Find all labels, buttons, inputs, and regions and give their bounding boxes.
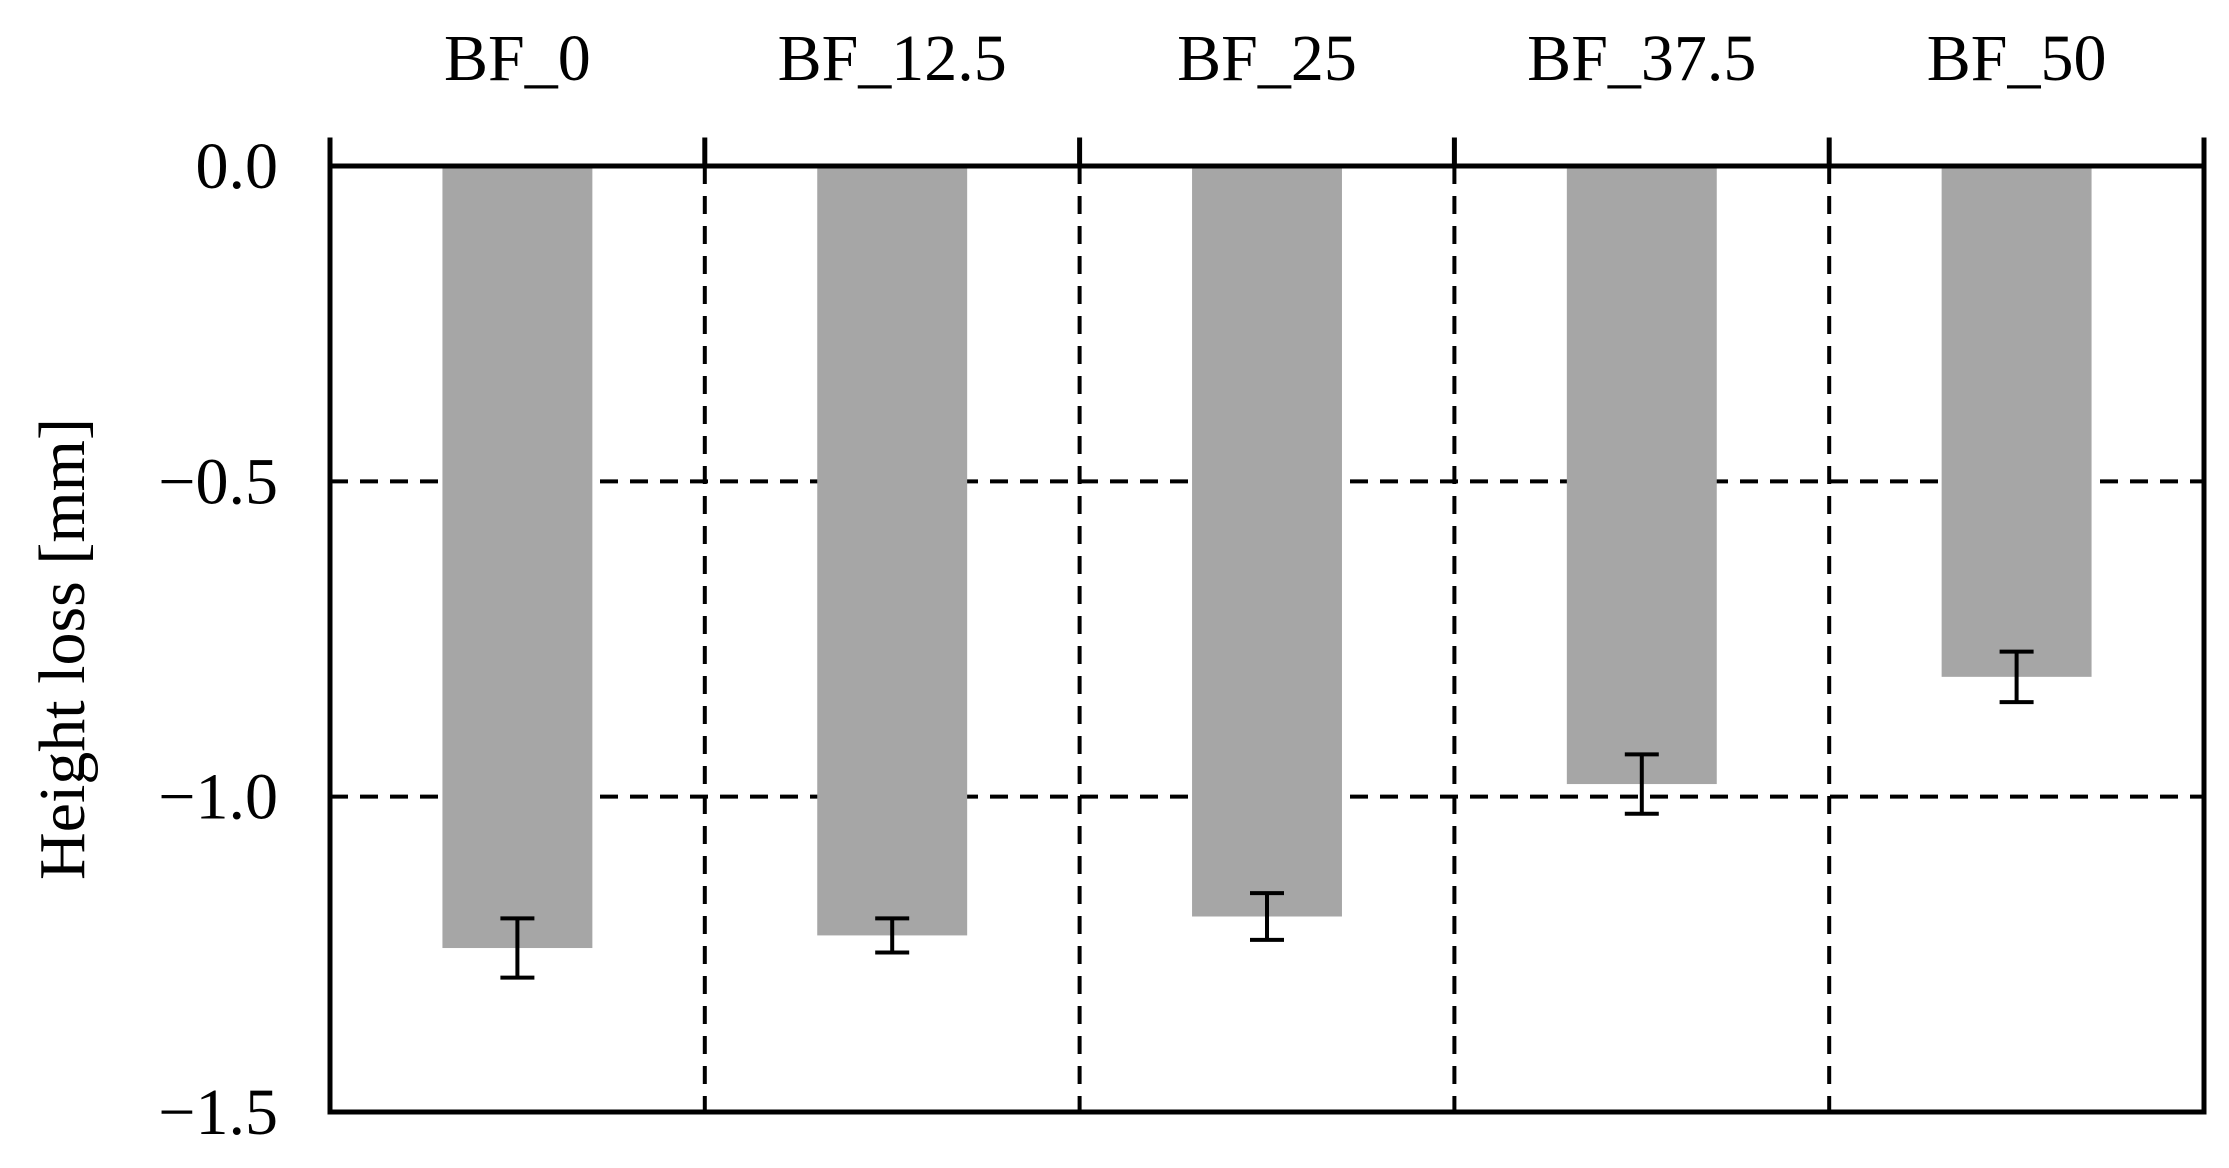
bar — [1941, 166, 2092, 677]
bar — [442, 166, 593, 949]
category-label: BF_25 — [1177, 22, 1357, 95]
bar — [817, 166, 968, 936]
category-label: BF_50 — [1927, 22, 2107, 95]
category-label: BF_37.5 — [1527, 22, 1756, 95]
category-label: BF_12.5 — [778, 22, 1007, 95]
y-tick-label: −1.5 — [158, 1076, 278, 1149]
bars-group — [442, 166, 2092, 949]
y-tick-label: −1.0 — [158, 761, 278, 834]
y-axis-title: Height loss [mm] — [26, 418, 99, 880]
y-tick-labels: 0.0 −0.5 −1.0 −1.5 — [158, 130, 278, 1149]
bar — [1192, 166, 1342, 917]
y-tick-label: 0.0 — [196, 130, 279, 203]
bar — [1566, 166, 1717, 785]
error-bars-group — [500, 649, 2034, 980]
category-label: BF_0 — [444, 22, 591, 95]
category-labels: BF_0 BF_12.5 BF_25 BF_37.5 BF_50 — [444, 22, 2106, 95]
plot-frame — [327, 137, 2207, 1115]
y-tick-label: −0.5 — [158, 445, 278, 518]
